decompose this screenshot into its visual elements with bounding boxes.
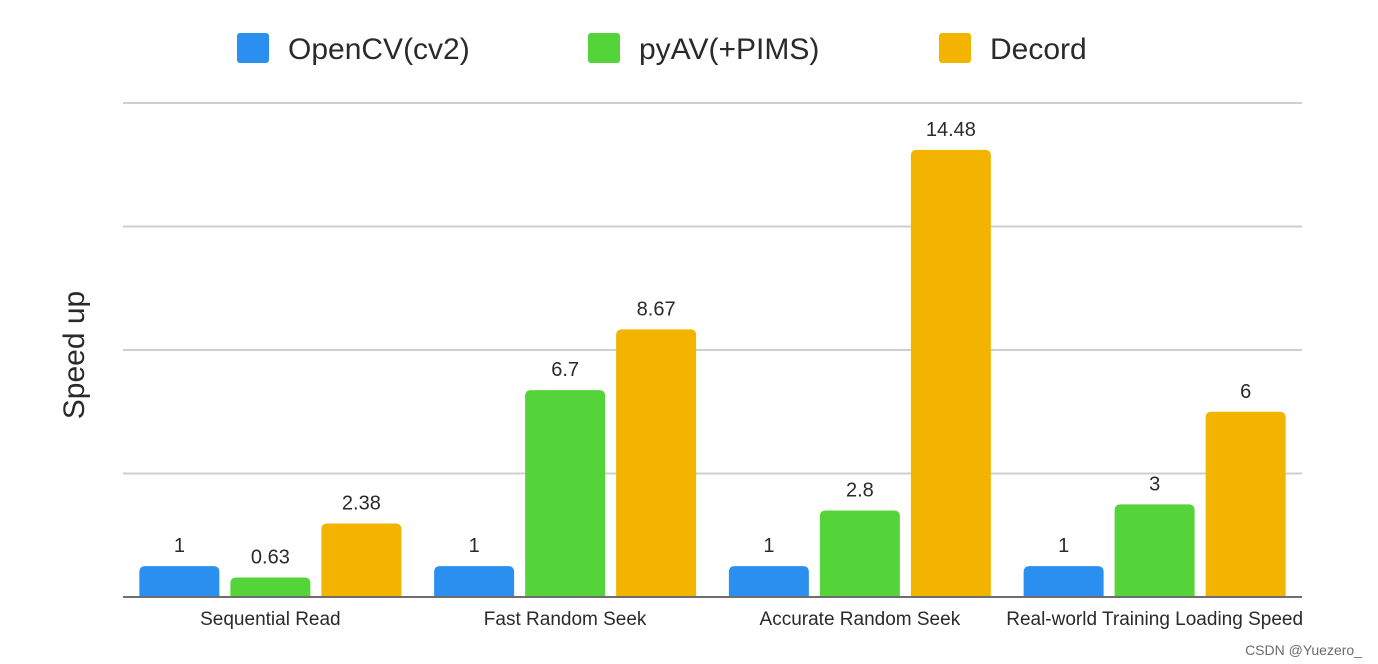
legend: OpenCV(cv2) pyAV(+PIMS) Decord: [237, 33, 1087, 66]
legend-label: Decord: [990, 33, 1087, 66]
bar: [525, 390, 606, 597]
x-axis: Sequential Read Fast Random Seek Accurate …: [123, 596, 1303, 630]
data-label: 8.67: [637, 298, 676, 320]
bar: [1114, 504, 1195, 597]
legend-swatch: [939, 33, 971, 63]
bar: [230, 577, 311, 597]
bar: [616, 329, 697, 597]
bar: [321, 523, 402, 597]
data-label: 1: [469, 535, 480, 557]
bar: [434, 566, 515, 597]
x-tick-label: Sequential Read: [200, 609, 341, 630]
data-label: 14.48: [926, 119, 976, 141]
watermark-text: CSDN @Yuezero_: [1245, 642, 1362, 658]
data-label: 1: [174, 535, 185, 557]
bars: [139, 149, 1286, 597]
bar: [819, 510, 900, 597]
legend-label: OpenCV(cv2): [288, 33, 470, 66]
x-tick-label: Accurate Random Seek: [760, 609, 961, 630]
data-label: 3: [1149, 473, 1160, 495]
bar: [728, 566, 809, 597]
data-label: 6.7: [551, 359, 579, 381]
data-label: 6: [1240, 381, 1251, 403]
data-label: 1: [1058, 535, 1069, 557]
x-tick-label: Fast Random Seek: [484, 609, 647, 630]
bar: [139, 566, 220, 597]
value-labels: 1 0.63 2.38 1 6.7 8.67 1 2.8 14.48 1 3 6: [174, 119, 1251, 569]
bar: [1205, 411, 1286, 597]
legend-label: pyAV(+PIMS): [639, 33, 819, 66]
legend-swatch: [237, 33, 269, 63]
data-label: 2.8: [846, 480, 874, 502]
data-label: 2.38: [342, 493, 381, 515]
bar: [1023, 566, 1104, 597]
data-label: 0.63: [251, 547, 290, 569]
legend-swatch: [588, 33, 620, 63]
x-tick-label: Real-world Training Loading Speed: [1006, 609, 1303, 630]
grid: [123, 102, 1302, 475]
y-axis-label: Speed up: [58, 291, 91, 419]
bar: [910, 149, 991, 597]
data-label: 1: [763, 535, 774, 557]
